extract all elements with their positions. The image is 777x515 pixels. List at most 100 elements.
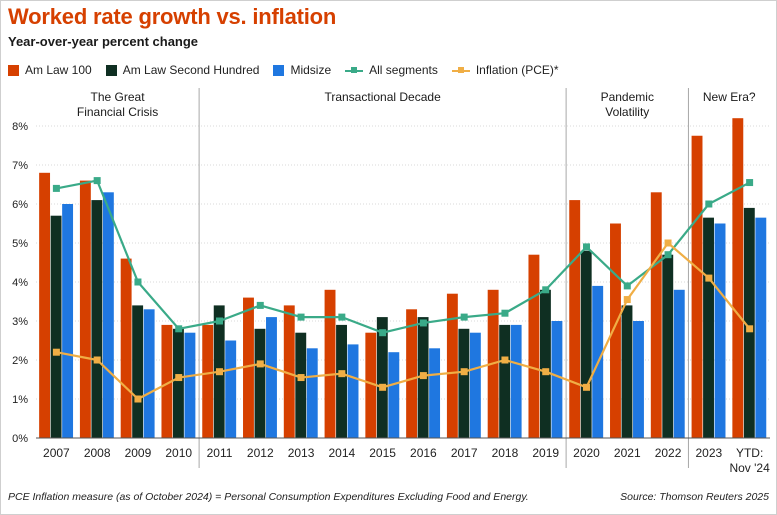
line-inflation-pce xyxy=(56,241,751,401)
point-inflation-pce xyxy=(419,372,427,380)
y-tick-label: 3% xyxy=(12,316,28,328)
point-all-segments xyxy=(379,329,387,337)
bar-am-law-second-hundred xyxy=(336,324,347,438)
bar-am-law-second-hundred xyxy=(376,317,388,438)
era-label: Financial Crisis xyxy=(77,105,158,119)
bar-midsize xyxy=(306,348,318,438)
bar-am-law-second-hundred xyxy=(91,200,103,438)
point-inflation-pce xyxy=(542,368,550,376)
bar-midsize xyxy=(755,217,767,438)
bar-midsize xyxy=(633,321,644,438)
y-tick-label: 4% xyxy=(12,277,28,289)
point-all-segments xyxy=(93,177,101,185)
bar-am-law-second-hundred xyxy=(580,250,592,438)
point-all-segments xyxy=(419,319,427,327)
legend-item-all-segments: All segments xyxy=(345,63,438,77)
x-tick-label: 2017 xyxy=(451,446,478,460)
point-inflation-pce xyxy=(746,325,754,333)
era-label: Transactional Decade xyxy=(324,90,441,104)
bar-am-law-100 xyxy=(569,200,581,438)
bar-midsize xyxy=(62,204,74,438)
point-all-segments xyxy=(175,325,183,333)
chart-subtitle: Year-over-year percent change xyxy=(8,34,199,49)
bar-midsize xyxy=(347,344,359,438)
legend-swatch-inflation xyxy=(451,65,470,76)
point-all-segments xyxy=(460,313,468,321)
bar-am-law-100 xyxy=(650,192,662,438)
x-tick-label: 2019 xyxy=(532,446,559,460)
legend-item-midsize: Midsize xyxy=(273,63,331,77)
bar-am-law-second-hundred xyxy=(499,324,511,438)
bar-am-law-second-hundred xyxy=(50,215,62,438)
point-inflation-pce xyxy=(623,296,631,304)
point-all-segments xyxy=(216,317,223,325)
point-all-segments xyxy=(623,282,631,290)
x-tick-label: 2016 xyxy=(410,446,437,460)
bar-midsize xyxy=(143,309,155,438)
x-tick-label: 2022 xyxy=(655,446,682,460)
point-inflation-pce xyxy=(501,356,509,364)
point-inflation-pce xyxy=(216,368,223,376)
bar-midsize xyxy=(102,192,114,438)
point-inflation-pce xyxy=(256,360,264,368)
point-all-segments xyxy=(746,179,754,187)
x-tick-label: 2011 xyxy=(207,446,233,460)
era-label: Volatility xyxy=(605,105,649,119)
legend-item-am-law-second-hundred: Am Law Second Hundred xyxy=(105,63,260,77)
bar-am-law-100 xyxy=(243,297,254,438)
bar-am-law-second-hundred xyxy=(662,254,674,438)
point-inflation-pce xyxy=(705,274,713,282)
legend-swatch-am-law-100 xyxy=(8,64,19,76)
point-all-segments xyxy=(134,278,142,286)
y-tick-label: 0% xyxy=(12,433,28,445)
point-all-segments xyxy=(297,313,305,321)
point-inflation-pce xyxy=(460,368,468,376)
footnote: PCE Inflation measure (as of October 202… xyxy=(8,491,529,503)
point-all-segments xyxy=(705,200,713,208)
y-tick-label: 5% xyxy=(12,238,28,250)
point-inflation-pce xyxy=(175,374,183,382)
bar-am-law-100 xyxy=(365,332,377,438)
x-tick-label: YTD: xyxy=(736,446,763,460)
point-all-segments xyxy=(583,243,590,251)
x-tick-label: 2015 xyxy=(369,446,396,460)
bar-am-law-second-hundred xyxy=(621,305,633,438)
x-tick-sublabel: Nov '24 xyxy=(729,461,770,475)
point-all-segments xyxy=(664,251,672,259)
y-tick-label: 8% xyxy=(12,121,28,133)
bar-am-law-100 xyxy=(691,135,703,438)
point-inflation-pce xyxy=(93,356,101,364)
bar-midsize xyxy=(510,324,522,438)
chart-title: Worked rate growth vs. inflation xyxy=(8,4,337,29)
bar-midsize xyxy=(714,223,726,438)
legend-item-inflation: Inflation (PCE)* xyxy=(451,63,559,77)
bar-am-law-second-hundred xyxy=(539,289,551,438)
legend-swatch-am-law-second-hundred xyxy=(105,64,117,76)
y-tick-label: 6% xyxy=(12,199,28,211)
point-inflation-pce xyxy=(379,383,387,391)
legend-swatch-midsize xyxy=(273,64,285,76)
bar-am-law-100 xyxy=(528,254,540,438)
bar-am-law-second-hundred xyxy=(172,328,184,438)
x-tick-label: 2013 xyxy=(288,446,315,460)
legend-label-am-law-second-hundred: Am Law Second Hundred xyxy=(122,63,260,77)
point-all-segments xyxy=(52,184,60,192)
point-inflation-pce xyxy=(297,374,305,382)
x-tick-label: 2007 xyxy=(43,446,70,460)
y-tick-label: 2% xyxy=(12,355,28,367)
source-note: Source: Thomson Reuters 2025 xyxy=(620,491,769,503)
legend: Am Law 100 Am Law Second Hundred Midsize… xyxy=(8,62,573,78)
y-tick-label: 1% xyxy=(12,394,28,406)
x-tick-label: 2018 xyxy=(492,446,519,460)
bar-am-law-100 xyxy=(120,258,132,438)
bar-am-law-second-hundred xyxy=(295,332,307,438)
era-label: Pandemic xyxy=(601,90,654,104)
bar-am-law-100 xyxy=(79,180,91,438)
point-all-segments xyxy=(501,309,509,317)
point-inflation-pce xyxy=(338,370,346,378)
x-tick-label: 2009 xyxy=(125,446,152,460)
point-inflation-pce xyxy=(583,383,590,391)
bar-midsize xyxy=(429,348,441,438)
bar-am-law-second-hundred xyxy=(254,328,266,438)
